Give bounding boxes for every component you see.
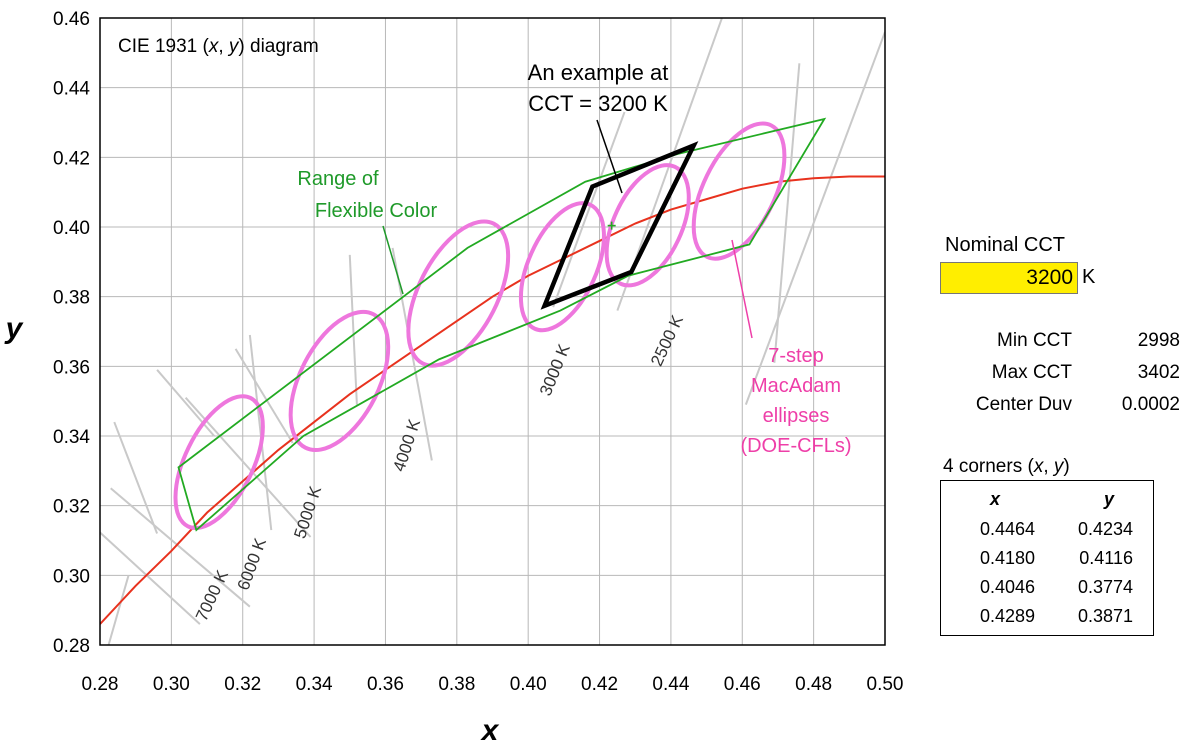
isotemperature-line [156, 369, 215, 437]
max-cct-value: 3402 [1137, 362, 1180, 383]
y-tick-label: 0.40 [53, 218, 90, 239]
x-tick-label: 0.36 [367, 674, 404, 695]
title-part-1: CIE 1931 ( [118, 36, 209, 57]
x-tick-label: 0.34 [296, 674, 333, 695]
macadam-ellipse [518, 201, 606, 333]
corners-title-y: y [1053, 456, 1064, 477]
isotemperature-line [552, 111, 626, 308]
isotemperature-lines [100, 18, 885, 645]
range-label: Flexible Color [315, 200, 438, 222]
corners-header-y: y [1103, 489, 1114, 509]
min-cct-value: 2998 [1137, 330, 1180, 351]
macadam-label: (DOE-CFLs) [740, 435, 851, 457]
x-tick-label: 0.32 [224, 674, 261, 695]
corners-title-part-1: 4 corners ( [943, 456, 1034, 477]
range-polygon-group [177, 117, 827, 532]
y-tick-label: 0.38 [53, 288, 90, 309]
y-tick-label: 0.36 [53, 357, 90, 378]
y-tick-label: 0.44 [53, 79, 90, 100]
x-tick-label: 0.38 [438, 674, 475, 695]
x-tick-label: 0.30 [153, 674, 190, 695]
example-label: CCT = 3200 K [528, 91, 668, 116]
corner-2-y: 0.4116 [1079, 548, 1133, 568]
y-tick-label: 0.28 [53, 636, 90, 657]
macadam-ellipses [173, 121, 787, 531]
planckian-locus-line [100, 175, 885, 625]
center-duv-label: Center Duv [975, 394, 1072, 415]
y-tick-label: 0.42 [53, 148, 90, 169]
isotemperature-line [248, 334, 273, 531]
corner-3-y: 0.3774 [1077, 577, 1133, 597]
corner-1-y: 0.4234 [1077, 519, 1133, 539]
macadam-ellipse [288, 309, 391, 453]
x-tick-label: 0.28 [82, 674, 119, 695]
isotemperature-line [234, 348, 294, 444]
title-part-5: ) diagram [238, 36, 318, 57]
macadam-leader-line [731, 239, 753, 339]
corners-table: x y 0.4464 0.4234 0.4180 0.4116 0.4046 0… [940, 480, 1154, 636]
corner-2-x: 0.4180 [979, 548, 1035, 568]
cie-chart: 0.28 0.30 0.32 0.34 0.36 0.38 0.40 0.42 0.44 0.46… [4, 9, 904, 743]
nominal-cct-unit: K [1082, 266, 1096, 288]
isotemperature-line [110, 487, 251, 608]
x-tick-label: 0.48 [795, 674, 832, 695]
nominal-cct-label: Nominal CCT [945, 234, 1066, 256]
corners-title: 4 corners (x, y) [943, 456, 1070, 478]
macadam-label: 7-step [768, 345, 824, 367]
corners-header-x: x [989, 489, 1000, 509]
min-cct-label: Min CCT [997, 330, 1072, 351]
isotemperature-line [348, 254, 358, 405]
x-tick-label: 0.40 [510, 674, 547, 695]
plot-frame [99, 17, 886, 646]
example-quadrilateral [540, 141, 699, 310]
isotemperature-line [744, 31, 885, 405]
isotemperature-line [107, 575, 130, 645]
corner-4-y: 0.3871 [1077, 606, 1133, 626]
center-duv-value: 0.0002 [1121, 394, 1180, 415]
corners-title-part-3: , [1043, 456, 1054, 477]
y-tick-label: 0.46 [53, 9, 90, 30]
range-leader-line [382, 225, 404, 295]
tick-labels: 0.28 0.30 0.32 0.34 0.36 0.38 0.40 0.42 0.44 0.46… [53, 9, 903, 695]
corner-3-x: 0.4046 [979, 577, 1035, 597]
x-tick-label: 0.44 [652, 674, 689, 695]
macadam-label: MacAdam [751, 375, 841, 397]
macadam-ellipse [406, 219, 511, 368]
example-label: An example at [528, 60, 669, 85]
plot-area [100, 18, 885, 645]
max-cct-label: Max CCT [991, 362, 1072, 383]
nominal-cct-input[interactable]: 3200 [940, 262, 1078, 294]
title-part-x: x [208, 36, 220, 57]
corners-title-part-5: ) [1063, 456, 1070, 477]
macadam-ellipse [604, 163, 691, 288]
isotemperature-line [773, 63, 801, 363]
corner-1-x: 0.4464 [979, 519, 1035, 539]
range-label: Range of [297, 168, 379, 190]
title-part-y: y [227, 36, 240, 57]
annotations: Range of Flexible Color An example at CCT =… [297, 60, 851, 457]
x-tick-label: 0.46 [724, 674, 761, 695]
x-tick-label: 0.50 [867, 674, 904, 695]
example-group [540, 141, 699, 310]
y-axis-label: y [4, 312, 24, 345]
y-tick-label: 0.30 [53, 566, 90, 587]
planckian-locus [100, 175, 885, 625]
chart-title: CIE 1931 (x, y) diagram [118, 36, 319, 57]
macadam-label: ellipses [763, 405, 830, 427]
isotemperature-line [100, 531, 201, 625]
x-tick-label: 0.42 [581, 674, 618, 695]
corner-4-x: 0.4289 [979, 606, 1035, 626]
y-tick-label: 0.32 [53, 497, 90, 518]
macadam-ellipse [173, 394, 265, 531]
isotemperature-line [113, 421, 159, 534]
range-polygon [177, 117, 827, 532]
x-axis-label: x [480, 714, 500, 743]
example-leader-line [596, 119, 623, 194]
corners-title-x: x [1033, 456, 1044, 477]
y-tick-label: 0.34 [53, 427, 90, 448]
title-part-3: , [218, 36, 229, 57]
